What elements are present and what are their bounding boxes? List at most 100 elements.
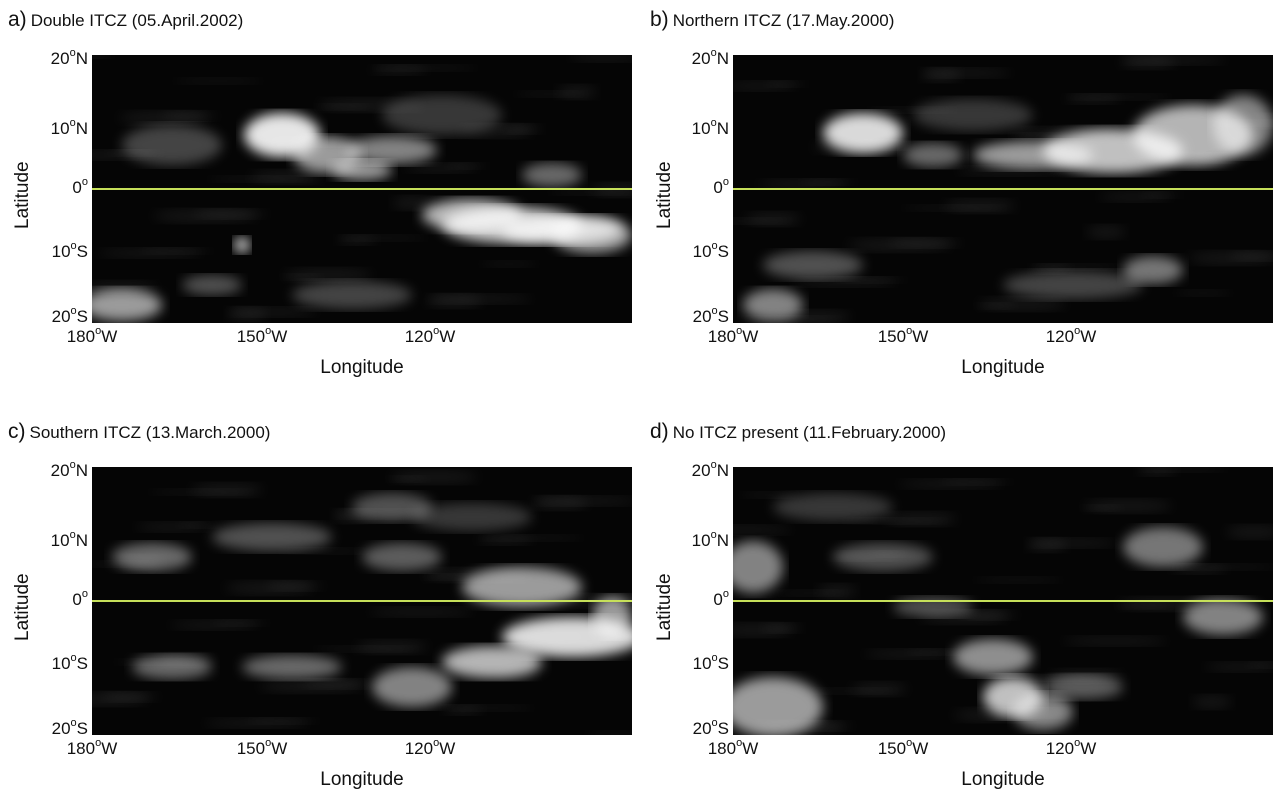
x-tick-label-hemisphere: W: [439, 327, 456, 346]
cloud-streak: [976, 303, 1016, 309]
y-tick-label-degree: o: [722, 176, 729, 188]
cloud-imagery: [733, 55, 1273, 323]
cloud-streak: [733, 81, 796, 91]
cloud-streak: [208, 176, 312, 182]
cloud-cluster: [234, 237, 250, 253]
cloud-streak: [149, 489, 253, 495]
y-tick-label-hemisphere: S: [76, 718, 88, 738]
y-tick-label-number: 20: [692, 306, 712, 326]
cloud-cluster: [773, 493, 893, 521]
cloud-streak: [259, 679, 363, 693]
y-tick-label-hemisphere: S: [76, 242, 88, 262]
y-tick-label: 20oN: [51, 47, 88, 69]
panel-tag: a): [8, 8, 27, 31]
cloud-streak: [1137, 467, 1177, 476]
x-tick-label: 150oW: [878, 325, 929, 347]
x-tick-label-hemisphere: W: [742, 739, 759, 758]
y-tick-label: 20oS: [692, 305, 729, 327]
cloud-cluster: [92, 289, 162, 321]
cloud-cluster: [552, 217, 632, 253]
y-tick-label-number: 0: [713, 590, 723, 609]
y-tick-box: 20oN: [28, 459, 88, 483]
y-tick-label-hemisphere: N: [716, 531, 729, 551]
y-tick-label-hemisphere: S: [717, 718, 729, 738]
cloud-streak: [443, 705, 483, 715]
x-tick-label-hemisphere: W: [1080, 739, 1097, 758]
x-tick-label: 180oW: [707, 737, 759, 759]
cloud-streak: [733, 525, 792, 535]
x-tick-label-number: 180: [707, 739, 737, 758]
cloud-imagery: [92, 467, 632, 735]
y-tick-box: 0o: [28, 588, 88, 612]
y-tick-label-degree: o: [70, 240, 77, 253]
satellite-image: [733, 55, 1273, 323]
cloud-streak: [515, 91, 587, 97]
cloud-cluster: [242, 655, 342, 679]
cloud-streak: [388, 476, 428, 482]
cloud-cluster: [833, 543, 933, 571]
x-tick-label-number: 150: [877, 739, 907, 758]
y-tick-label-degree: o: [722, 588, 729, 600]
cloud-cluster: [332, 160, 392, 180]
x-tick-label-hemisphere: W: [271, 327, 288, 346]
cloud-streak: [204, 718, 308, 728]
x-tick-label-degree: o: [736, 737, 743, 749]
y-tick-box: 10oN: [669, 117, 729, 141]
x-tick-label-number: 120: [1045, 327, 1075, 346]
x-tick-label-hemisphere: W: [912, 739, 929, 758]
cloud-cluster: [182, 275, 242, 295]
x-tick-label: 150oW: [237, 325, 288, 347]
y-tick-label-number: 20: [691, 461, 711, 481]
cloud-cluster: [462, 567, 582, 607]
x-tick-label-degree: o: [433, 737, 440, 749]
y-tick-label-hemisphere: S: [76, 306, 88, 326]
y-tick-label: 0o: [72, 176, 88, 198]
y-tick-label: 10oS: [51, 652, 88, 674]
cloud-streak: [1205, 662, 1273, 672]
cloud-streak: [225, 581, 313, 595]
cloud-streak: [847, 238, 951, 252]
cloud-streak: [316, 104, 372, 110]
y-tick-label-degree: o: [710, 529, 717, 542]
panel-tag: d): [650, 420, 669, 443]
cloud-streak: [1120, 55, 1176, 69]
cloud-cluster: [903, 143, 963, 167]
x-tick-label-degree: o: [95, 325, 102, 337]
cloud-streak: [864, 649, 952, 659]
cloud-streak: [1065, 94, 1121, 104]
cloud-streak: [1082, 505, 1122, 511]
y-tick-label-hemisphere: N: [75, 49, 88, 69]
y-tick-label: 0o: [72, 588, 88, 610]
x-tick-label-hemisphere: W: [912, 327, 929, 346]
y-axis-title: Latitude: [12, 573, 33, 641]
cloud-streak: [1063, 636, 1167, 646]
cloud-streak: [921, 68, 961, 82]
cloud-streak: [758, 179, 846, 189]
y-tick-box: 20oN: [669, 47, 729, 71]
x-axis-title: Longitude: [961, 769, 1045, 790]
y-tick-label: 20oS: [52, 305, 88, 327]
cloud-cluster: [372, 667, 452, 707]
panel-title: c) Southern ITCZ (13.March.2000): [8, 420, 270, 444]
cloud-streak: [733, 623, 792, 637]
y-tick-label-number: 10: [51, 654, 71, 674]
cloud-cluster: [412, 503, 532, 531]
x-tick-label: 150oW: [877, 737, 929, 759]
x-tick-label-hemisphere: W: [271, 739, 288, 758]
y-tick-box: 10oN: [28, 117, 88, 141]
cloud-streak: [282, 274, 322, 280]
y-axis-title: Latitude: [654, 161, 675, 229]
y-axis-title: Latitude: [12, 161, 33, 229]
cloud-streak: [792, 277, 896, 287]
cloud-cluster: [1213, 95, 1273, 155]
y-tick-box: 0o: [669, 588, 729, 612]
cloud-streak: [733, 218, 791, 224]
y-tick-label: 20oS: [693, 717, 729, 739]
cloud-streak: [902, 205, 1006, 211]
x-tick-label-number: 120: [404, 739, 434, 758]
cloud-streak: [741, 492, 797, 498]
y-tick-box: 20oS: [669, 717, 729, 741]
y-tick-label-hemisphere: N: [716, 119, 729, 139]
panel-title-text: No ITCZ present (11.February.2000): [672, 423, 947, 442]
cloud-imagery: [733, 467, 1273, 735]
